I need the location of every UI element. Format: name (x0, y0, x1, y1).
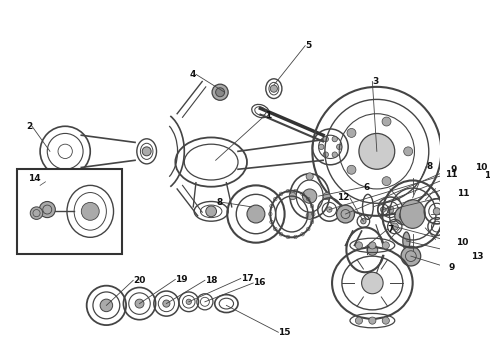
Circle shape (382, 317, 390, 324)
Circle shape (355, 317, 363, 324)
Circle shape (186, 299, 192, 305)
Text: 7: 7 (388, 225, 394, 234)
Circle shape (270, 85, 277, 92)
Text: 8: 8 (217, 198, 223, 207)
Text: 12: 12 (338, 193, 350, 202)
Circle shape (302, 189, 317, 203)
Text: 2: 2 (26, 122, 32, 131)
Circle shape (289, 193, 296, 200)
Text: 5: 5 (305, 41, 312, 50)
Circle shape (369, 317, 376, 324)
Text: 16: 16 (253, 279, 266, 288)
Circle shape (30, 207, 43, 219)
Circle shape (306, 173, 313, 180)
Text: 18: 18 (205, 276, 218, 285)
Circle shape (361, 219, 366, 224)
Circle shape (327, 207, 332, 212)
Text: 12: 12 (484, 171, 490, 180)
Circle shape (39, 202, 55, 217)
Circle shape (433, 208, 441, 215)
Bar (17, 169, 122, 254)
Circle shape (212, 84, 228, 100)
Circle shape (323, 193, 330, 200)
Text: 4: 4 (190, 70, 196, 79)
Circle shape (216, 88, 224, 97)
Circle shape (163, 300, 170, 307)
Circle shape (332, 152, 338, 157)
Circle shape (206, 206, 217, 217)
Ellipse shape (400, 200, 425, 228)
Circle shape (359, 134, 395, 169)
Circle shape (355, 242, 363, 249)
Text: 10: 10 (456, 238, 468, 247)
Circle shape (369, 242, 376, 249)
Circle shape (323, 136, 328, 142)
Text: 14: 14 (28, 174, 41, 183)
Circle shape (404, 147, 413, 156)
Circle shape (100, 299, 113, 312)
Circle shape (323, 152, 328, 157)
Circle shape (135, 299, 144, 308)
Circle shape (362, 272, 383, 294)
Circle shape (337, 144, 342, 149)
Circle shape (337, 205, 354, 223)
Circle shape (391, 223, 398, 230)
Circle shape (142, 147, 151, 156)
Circle shape (387, 206, 394, 213)
Circle shape (367, 244, 378, 255)
Text: 13: 13 (471, 252, 483, 261)
Circle shape (247, 205, 265, 223)
Text: 8: 8 (426, 162, 432, 171)
Circle shape (347, 165, 356, 174)
Text: 6: 6 (364, 183, 369, 192)
Circle shape (347, 129, 356, 138)
Circle shape (395, 207, 413, 225)
Text: 11: 11 (458, 189, 470, 198)
Circle shape (306, 212, 313, 219)
Circle shape (332, 136, 338, 142)
Text: 9: 9 (450, 165, 457, 174)
Text: 9: 9 (448, 263, 455, 272)
Text: 19: 19 (175, 275, 188, 284)
Circle shape (380, 207, 386, 212)
Text: 11: 11 (445, 170, 457, 179)
Circle shape (81, 202, 99, 220)
Circle shape (382, 177, 391, 186)
Text: 10: 10 (475, 163, 488, 172)
Text: 20: 20 (133, 276, 146, 285)
Circle shape (318, 144, 324, 149)
Circle shape (382, 242, 390, 249)
Circle shape (382, 117, 391, 126)
Ellipse shape (403, 232, 410, 250)
Text: 17: 17 (241, 274, 253, 283)
Text: 3: 3 (372, 77, 379, 86)
Text: 15: 15 (278, 328, 291, 337)
Circle shape (401, 246, 421, 266)
Text: 1: 1 (265, 111, 271, 120)
